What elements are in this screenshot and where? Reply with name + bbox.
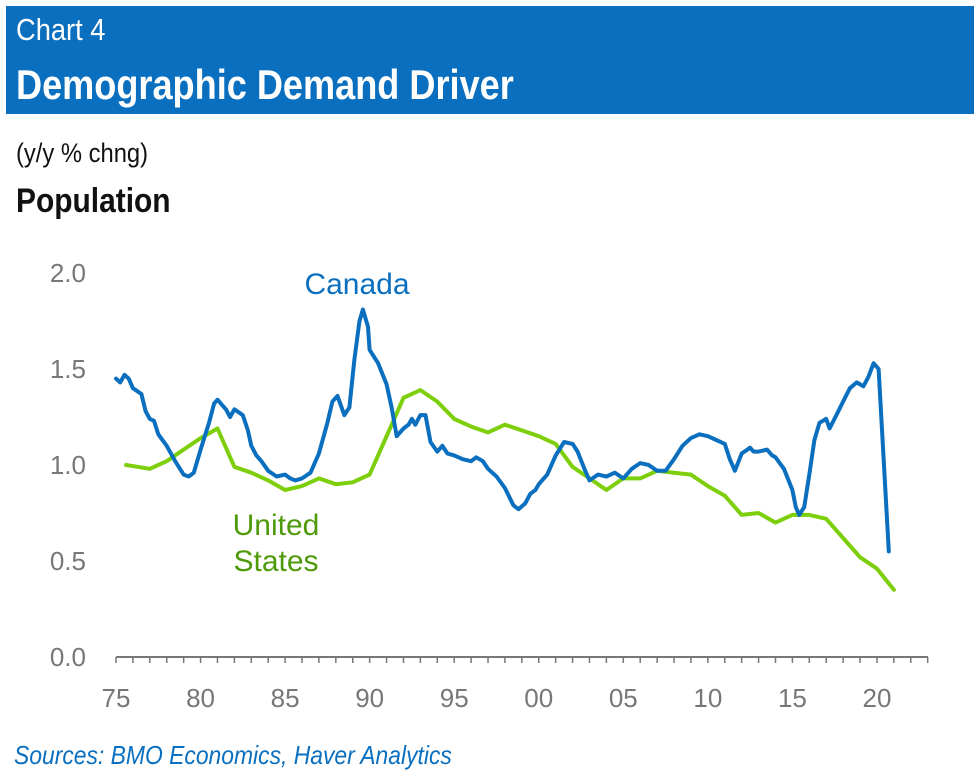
series-line-canada [114,307,891,554]
x-tick-label: 75 [102,683,131,713]
x-tick-label: 80 [186,683,215,713]
x-tick-label: 00 [524,683,553,713]
series-label-united-states: States [233,545,318,578]
sources-note: Sources: BMO Economics, Haver Analytics [14,740,452,770]
series-line-united-states [124,388,896,592]
x-tick-label: 85 [271,683,300,713]
chart-number: Chart 4 [16,12,106,47]
series-label-canada: Canada [304,268,409,301]
y-tick-label: 0.5 [50,546,86,576]
y-tick-label: 1.0 [50,450,86,480]
x-tick-label: 90 [355,683,384,713]
y-tick-label: 0.0 [50,642,86,672]
y-tick-label: 2.0 [50,258,86,288]
x-tick-label: 10 [693,683,722,713]
x-tick-label: 15 [778,683,807,713]
series-label-united-states: United [233,509,320,542]
x-tick-label: 20 [862,683,891,713]
y-tick-label: 1.5 [50,354,86,384]
chart-title: Demographic Demand Driver [16,61,514,108]
chart-header: Chart 4 Demographic Demand Driver [6,6,974,114]
x-tick-label: 05 [609,683,638,713]
units-label: (y/y % chng) [16,138,149,168]
x-tick-label: 95 [440,683,469,713]
chart-subtitle: Population [16,182,171,220]
